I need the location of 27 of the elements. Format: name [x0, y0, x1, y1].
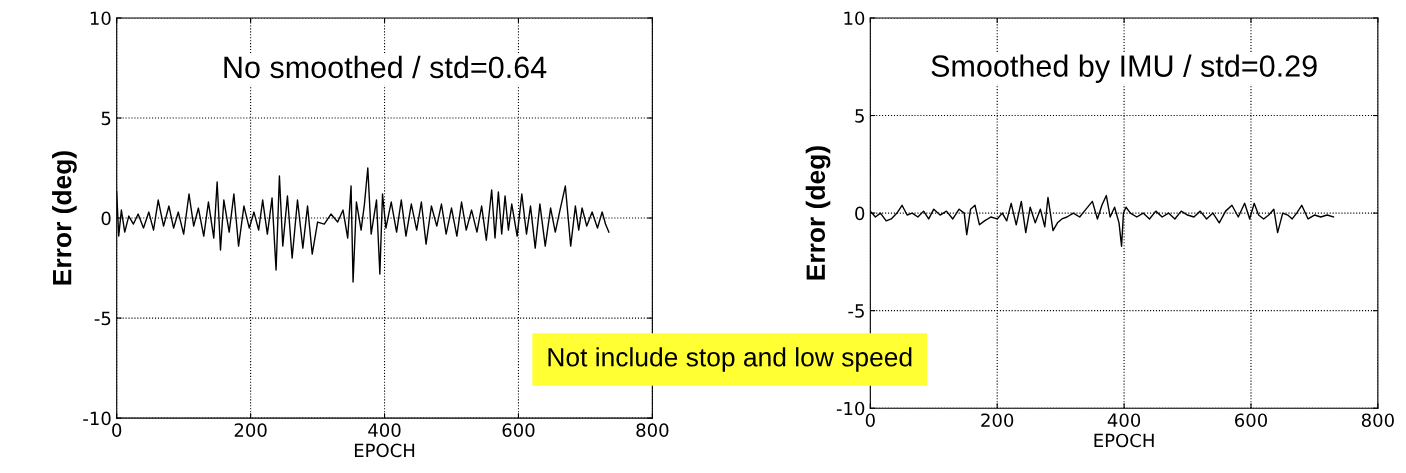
x-axis-title: EPOCH — [354, 443, 415, 458]
y-axis-title: Error (deg) — [805, 146, 831, 280]
y-tick-label: 0 — [101, 211, 111, 226]
y-tick-label: -5 — [94, 311, 111, 326]
y-tick-label: 5 — [101, 111, 111, 126]
x-tick-label: 800 — [636, 423, 669, 437]
x-tick-label: 0 — [112, 423, 122, 437]
y-tick-label: -10 — [83, 411, 111, 426]
x-axis-title: EPOCH — [1094, 433, 1154, 448]
y-tick-label: 0 — [855, 206, 865, 221]
y-tick-label: -10 — [836, 401, 865, 416]
y-tick-label: 5 — [855, 109, 864, 123]
x-tick-label: 0 — [865, 413, 875, 428]
x-tick-label: 400 — [1107, 413, 1141, 428]
x-tick-label: 200 — [981, 413, 1014, 428]
x-tick-label: 600 — [1235, 413, 1268, 428]
x-tick-label: 800 — [1361, 413, 1394, 428]
y-axis-title: Error (deg) — [52, 151, 77, 285]
y-tick-label: 10 — [844, 11, 865, 26]
annotation: Not include stop and low speed — [548, 347, 912, 372]
annotation: No smoothed / std=0.64 — [224, 55, 547, 79]
x-tick-label: 400 — [368, 423, 401, 437]
y-tick-label: -5 — [848, 304, 864, 318]
x-tick-label: 200 — [234, 423, 267, 437]
annotation: Smoothed by IMU / std=0.29 — [931, 54, 1317, 83]
y-tick-label: 10 — [90, 11, 111, 26]
x-tick-label: 600 — [502, 423, 535, 437]
